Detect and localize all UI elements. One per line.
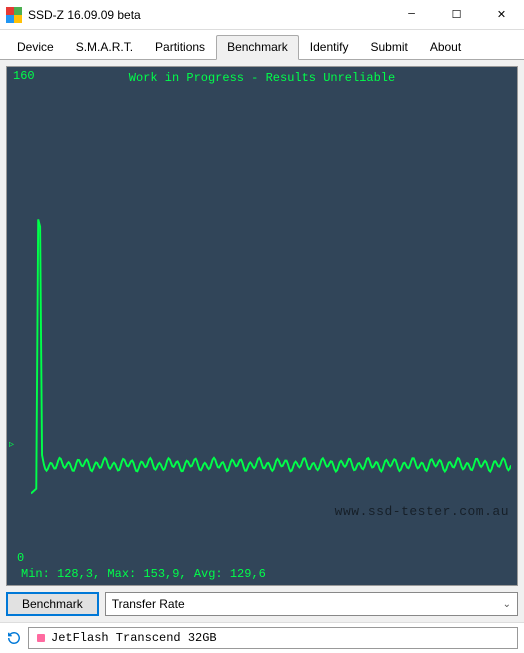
maximize-button[interactable]: ☐ [434, 0, 479, 29]
chart-line [31, 85, 511, 565]
drive-select[interactable]: JetFlash Transcend 32GB [28, 627, 518, 649]
watermark: www.ssd-tester.com.au [335, 504, 509, 519]
tab-partitions[interactable]: Partitions [144, 35, 216, 60]
chart-frame: 160 Work in Progress - Results Unreliabl… [6, 66, 518, 586]
y-axis-min-label: 0 [17, 551, 24, 565]
tab-bar: DeviceS.M.A.R.T.PartitionsBenchmarkIdent… [0, 30, 524, 59]
status-bar: JetFlash Transcend 32GB [0, 622, 524, 653]
titlebar: SSD-Z 16.09.09 beta ─ ☐ ✕ [0, 0, 524, 30]
bottom-controls: Benchmark Transfer Rate ⌄ [6, 592, 518, 616]
combo-value: Transfer Rate [112, 597, 185, 611]
tab-smart[interactable]: S.M.A.R.T. [65, 35, 144, 60]
benchmark-button[interactable]: Benchmark [6, 592, 99, 616]
tab-about[interactable]: About [419, 35, 472, 60]
chart-stats: Min: 128,3, Max: 153,9, Avg: 129,6 [21, 567, 266, 581]
y-axis-marker-icon: ▹ [9, 439, 14, 450]
drive-color-icon [37, 634, 45, 642]
tab-submit[interactable]: Submit [359, 35, 418, 60]
transfer-rate-select[interactable]: Transfer Rate ⌄ [105, 592, 518, 616]
close-button[interactable]: ✕ [479, 0, 524, 29]
tab-benchmark[interactable]: Benchmark [216, 35, 299, 60]
tab-device[interactable]: Device [6, 35, 65, 60]
minimize-button[interactable]: ─ [389, 0, 434, 29]
window-title: SSD-Z 16.09.09 beta [28, 8, 389, 22]
window-buttons: ─ ☐ ✕ [389, 0, 524, 29]
chart-title: Work in Progress - Results Unreliable [7, 71, 517, 85]
drive-label: JetFlash Transcend 32GB [51, 631, 217, 645]
chevron-down-icon: ⌄ [503, 599, 511, 610]
app-icon [6, 7, 22, 23]
tab-identify[interactable]: Identify [299, 35, 360, 60]
benchmark-panel: 160 Work in Progress - Results Unreliabl… [0, 59, 524, 622]
